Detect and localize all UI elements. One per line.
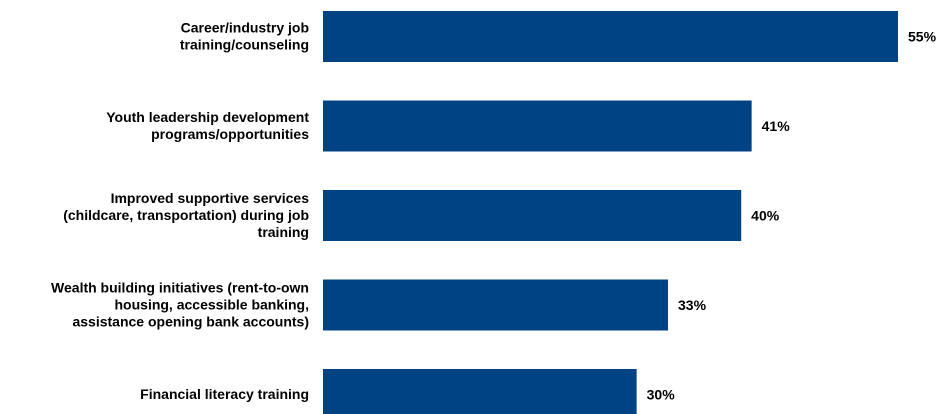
category-label-line: Career/industry job [181,20,309,36]
bar-5 [323,369,637,414]
category-label-3: Improved supportive services (childcare, … [63,190,309,240]
category-label-5: Financial literacy training [140,386,309,402]
value-label-1: 55% [908,29,937,45]
category-label-line: Financial literacy training [140,386,309,402]
value-label-5: 30% [647,387,676,403]
bar-4 [323,279,668,331]
category-label-line: programs/opportunities [151,126,309,142]
bar-1 [323,11,898,62]
category-label-line: housing, accessible banking, [115,297,310,313]
category-label-line: (childcare, transportation) during job [63,207,309,223]
category-label-line: training/counseling [180,37,309,53]
category-label-2: Youth leadership development programs/opp… [106,109,309,142]
category-label-line: assistance opening bank accounts) [72,314,309,330]
category-label-1: Career/industry job training/counseling [180,20,309,53]
bars [323,11,898,414]
bar-2 [323,100,752,152]
category-labels: Career/industry job training/counseling Yo… [51,20,309,403]
bar-3 [323,190,742,241]
category-label-4: Wealth building initiatives (rent-to-own… [51,280,309,330]
category-label-line: Improved supportive services [111,190,310,206]
value-labels: 55% 41% 40% 33% 30% [647,29,937,403]
value-label-2: 41% [762,118,791,134]
value-label-4: 33% [678,297,707,313]
value-label-3: 40% [751,208,780,224]
category-label-line: Wealth building initiatives (rent-to-own [51,280,309,296]
category-label-line: Youth leadership development [106,109,309,125]
category-label-line: training [258,224,309,240]
